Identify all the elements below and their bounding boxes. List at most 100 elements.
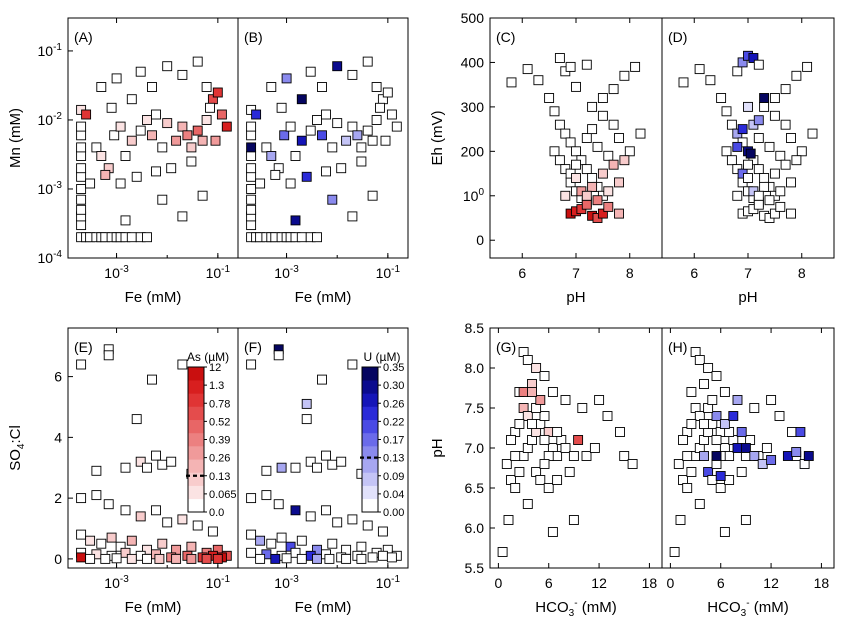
data-point — [305, 125, 316, 136]
data-point — [753, 59, 764, 70]
data-point — [711, 411, 722, 421]
data-point — [560, 190, 571, 201]
data-point — [782, 451, 793, 461]
colorbar-swatch — [188, 472, 204, 486]
x-tick-label: 10-3 — [274, 574, 299, 591]
colorbar-label: 0.065 — [209, 489, 237, 501]
colorbar-label: 0.39 — [209, 435, 230, 447]
data-point — [518, 387, 529, 397]
data-point — [91, 490, 102, 501]
data-point — [711, 435, 722, 445]
data-point — [694, 499, 705, 509]
colorbar-swatch — [362, 432, 378, 447]
x-tick-label: 12 — [763, 575, 779, 591]
data-point — [753, 190, 764, 201]
data-point — [81, 109, 92, 120]
data-point — [285, 178, 296, 189]
panel-label: (D) — [668, 29, 687, 45]
data-point — [255, 553, 266, 564]
data-point — [380, 135, 391, 146]
data-point — [753, 164, 764, 175]
data-point — [290, 505, 301, 516]
data-point — [592, 195, 603, 206]
y-tick-label: 6 — [54, 369, 62, 385]
data-point — [745, 148, 756, 159]
colorbar-swatch — [362, 446, 378, 460]
data-point — [120, 215, 131, 226]
data-point — [246, 142, 257, 153]
data-point — [317, 374, 327, 385]
data-point — [111, 553, 122, 564]
data-point — [719, 419, 730, 429]
x-tick-label: 0 — [666, 575, 674, 591]
data-point — [564, 467, 575, 477]
x-axis-label: HCO3- (mM) — [535, 598, 616, 619]
data-point — [707, 395, 718, 405]
data-point — [332, 517, 343, 528]
y-tick-label: 0 — [54, 551, 62, 567]
data-point — [539, 435, 550, 445]
data-point — [120, 547, 131, 558]
data-point — [197, 135, 208, 146]
panel-g: 0 6 12 18 5.5 6.0 6.5 7.0 7.5 8.0 8.5 (G) HCO3- (mM)… — [429, 320, 663, 619]
data-point — [527, 419, 537, 429]
panel-d: 6 7 8 (D) pH — [661, 17, 835, 306]
data-point — [589, 443, 600, 453]
colorbar-swatch — [188, 367, 204, 381]
data-point — [273, 350, 284, 361]
data-point — [807, 128, 818, 139]
data-point — [743, 159, 753, 170]
data-point — [736, 427, 747, 437]
data-point — [305, 511, 316, 522]
colorbar-label: 0.26 — [209, 453, 230, 465]
data-point — [290, 462, 301, 473]
colorbar-u: U (µM)0.35 0.30 0.26 0.22 0.17 0.13 0.09 0.04 0.… — [360, 350, 404, 519]
data-point — [673, 459, 684, 469]
data-point — [719, 387, 730, 397]
data-point — [786, 133, 796, 143]
panel-label: (F) — [244, 339, 262, 355]
data-point — [619, 451, 630, 461]
colorbar-label: 0.22 — [383, 416, 404, 428]
data-point — [126, 535, 137, 546]
data-point — [627, 459, 638, 469]
data-point — [614, 208, 624, 219]
data-point — [732, 141, 743, 152]
data-point — [296, 135, 307, 146]
data-point — [565, 137, 576, 148]
colorbar-swatch — [188, 485, 204, 500]
colorbar-label: 0.00 — [383, 507, 404, 519]
data-point — [246, 151, 257, 161]
data-point — [221, 121, 232, 132]
colorbar-swatch — [362, 485, 378, 500]
data-point — [186, 553, 197, 564]
data-point — [514, 467, 525, 477]
data-point — [91, 142, 102, 153]
data-point — [759, 173, 770, 183]
data-point — [796, 146, 807, 157]
data-point — [312, 462, 322, 473]
data-point — [544, 93, 555, 103]
colorbar-swatch — [188, 406, 204, 421]
data-point — [177, 359, 188, 370]
data-point — [103, 499, 114, 510]
data-point — [210, 135, 221, 146]
data-point — [539, 411, 550, 421]
data-point — [347, 211, 358, 222]
data-point — [753, 133, 764, 143]
x-tick-label: 6 — [717, 575, 725, 591]
data-point — [769, 110, 780, 121]
data-point — [522, 64, 533, 75]
data-point — [166, 163, 177, 174]
data-point — [321, 505, 331, 516]
data-point — [261, 142, 272, 153]
y-axis-label: pH — [429, 438, 446, 457]
data-point — [686, 387, 697, 397]
data-point — [336, 456, 347, 467]
data-point — [694, 355, 705, 365]
data-point — [356, 156, 367, 167]
data-point — [594, 395, 605, 405]
data-point — [162, 517, 173, 528]
colorbar-swatch — [188, 393, 204, 407]
